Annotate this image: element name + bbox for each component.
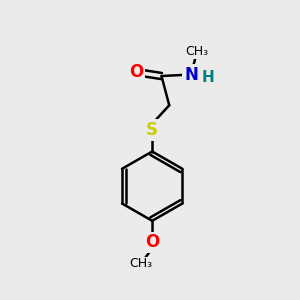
Text: H: H [202, 70, 214, 85]
Text: N: N [184, 65, 198, 83]
Text: S: S [146, 121, 158, 139]
Text: CH₃: CH₃ [129, 257, 152, 270]
Text: O: O [145, 233, 159, 251]
Text: O: O [130, 63, 144, 81]
Text: CH₃: CH₃ [186, 45, 209, 58]
